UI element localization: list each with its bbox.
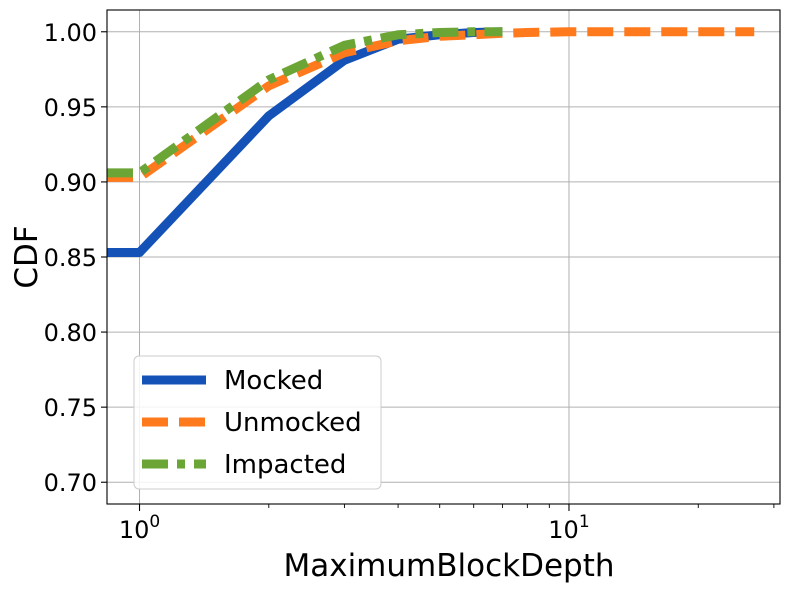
y-tick-label: 0.80 [44,319,97,347]
y-tick-label: 0.75 [44,394,97,422]
x-axis-label: MaximumBlockDepth [283,548,614,584]
legend-label-unmocked: Unmocked [224,408,362,438]
x-tick-exponent: 0 [149,512,160,532]
x-tick-exponent: 1 [579,512,590,532]
y-tick-label: 0.70 [44,469,97,497]
legend-box [133,355,382,490]
y-tick-label: 0.90 [44,169,97,197]
x-tick-label: 100 [119,512,160,544]
y-tick-label: 1.00 [44,19,97,47]
y-tick-label: 0.85 [44,244,97,272]
y-tick-label: 0.95 [44,94,97,122]
legend: Mocked Unmocked Impacted [133,355,382,490]
x-tick-base: 10 [119,516,150,544]
legend-label-mocked: Mocked [224,366,323,396]
y-axis-label: CDF [9,225,45,288]
x-tick-label: 101 [548,512,589,544]
series-lines [107,27,755,257]
series-line-impacted [107,27,503,178]
legend-label-impacted: Impacted [224,450,346,480]
series-line-unmocked [107,27,755,182]
x-tick-base: 10 [548,516,579,544]
